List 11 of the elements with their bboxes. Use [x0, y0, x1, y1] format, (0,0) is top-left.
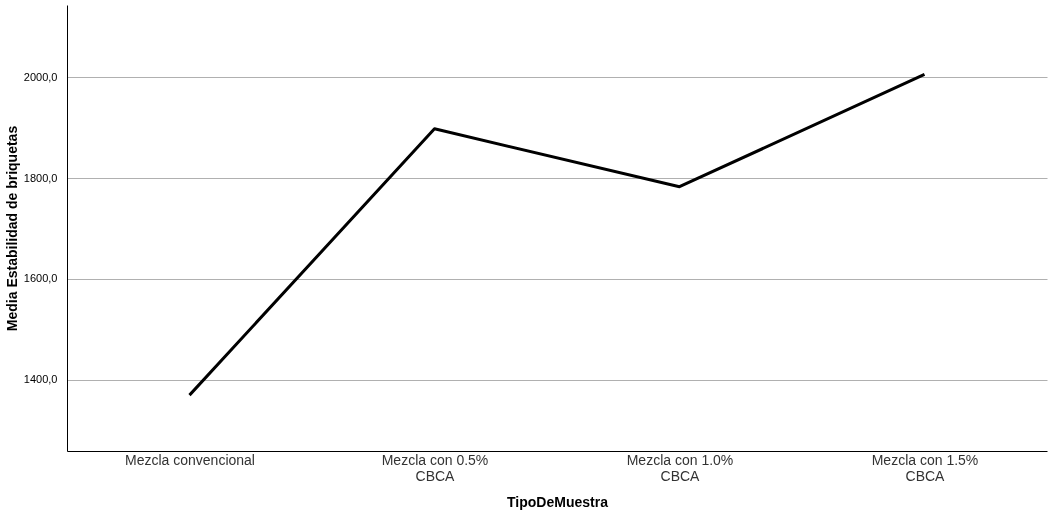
x-tick-label: Mezcla convencional: [125, 451, 255, 468]
y-tick-label: 1600,0: [23, 272, 58, 285]
line-series: [188, 72, 926, 397]
x-tick-label: Mezcla con 0.5% CBCA: [381, 451, 489, 484]
y-axis-title: Media Estabilidad de briquetas: [3, 125, 20, 332]
x-tick-label: Mezcla con 1.0% CBCA: [626, 451, 734, 484]
y-tick-label: 1800,0: [23, 171, 58, 184]
y-tick-label: 2000,0: [23, 70, 58, 83]
y-tick-label: 1400,0: [23, 373, 58, 386]
x-tick-label: Mezcla con 1.5% CBCA: [871, 451, 979, 484]
x-axis-title: TipoDeMuestra: [507, 493, 609, 510]
